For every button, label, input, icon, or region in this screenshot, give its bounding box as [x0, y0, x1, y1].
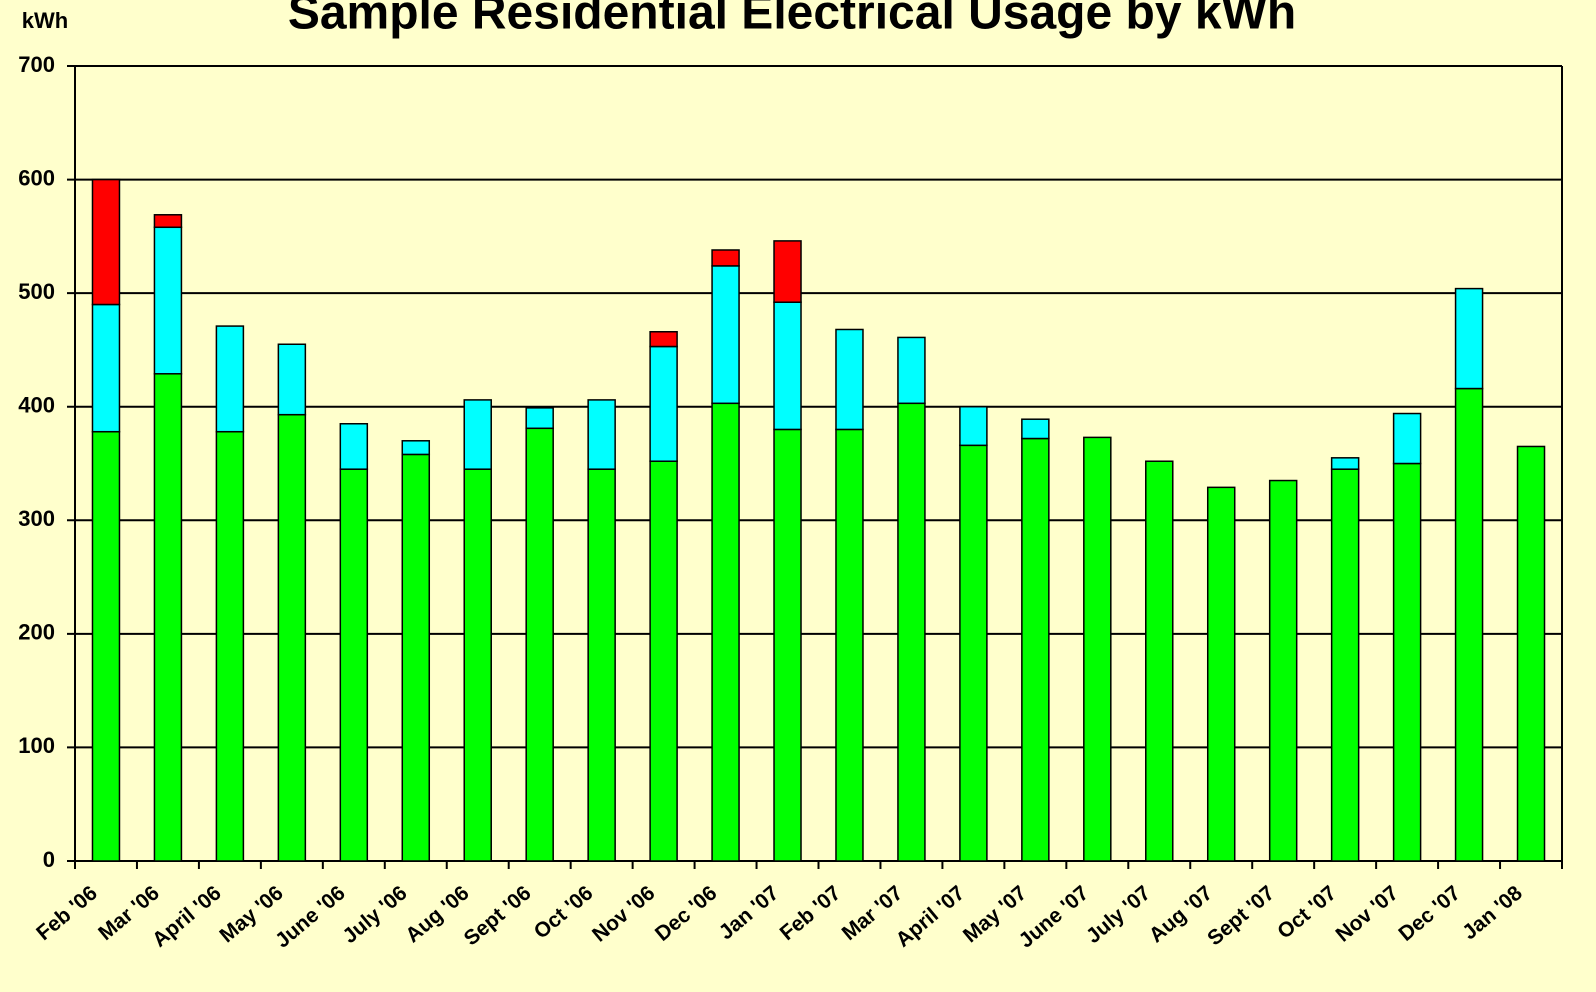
bar-segment: [1516, 445, 1546, 862]
bar-segment: [1454, 387, 1484, 862]
y-tick-label: 600: [18, 165, 55, 190]
y-axis-label: kWh: [22, 8, 68, 33]
bar-segment: [463, 399, 492, 470]
bar-segment: [153, 373, 183, 862]
bar-segment: [1268, 479, 1298, 862]
bar-segment: [91, 303, 121, 433]
bar-segment: [959, 405, 988, 447]
bar-segment: [897, 402, 926, 862]
y-tick-label: 300: [18, 506, 55, 531]
bar-segment: [91, 430, 121, 862]
bar-segment: [773, 240, 802, 303]
bar-segment: [1392, 412, 1422, 465]
y-tick-label: 500: [18, 279, 55, 304]
bar-segment: [773, 428, 802, 862]
bar-segment: [525, 407, 554, 430]
bar-segment: [339, 423, 369, 470]
bar-segment: [1206, 486, 1236, 862]
bar-segment: [91, 178, 121, 306]
bar-segment: [587, 399, 616, 470]
bar-segment: [649, 460, 678, 862]
bar-segment: [525, 427, 554, 862]
bar-segment: [1392, 462, 1422, 862]
bar-segment: [277, 343, 307, 416]
bar-segment: [401, 440, 431, 456]
bar-segment: [1145, 460, 1174, 862]
bar-segment: [835, 328, 864, 431]
bar-segment: [1021, 437, 1050, 862]
bar-segment: [1330, 457, 1360, 470]
bar-segment: [959, 444, 988, 862]
bar-segment: [215, 325, 245, 433]
bar-segment: [649, 331, 678, 348]
bar-segment: [1021, 418, 1050, 440]
bar-segment: [711, 249, 740, 267]
bar-segment: [277, 413, 307, 862]
bar-segment: [1083, 436, 1112, 862]
bar-segment: [773, 301, 802, 431]
chart-title: Sample Residential Electrical Usage by k…: [288, 0, 1296, 40]
bar-segment: [711, 265, 740, 405]
bar-segment: [835, 428, 864, 862]
bar-segment: [153, 226, 183, 375]
bar-segment: [339, 468, 369, 862]
y-tick-label: 200: [18, 620, 55, 645]
y-tick-label: 700: [18, 52, 55, 77]
y-tick-label: 400: [18, 393, 55, 418]
bar-segment: [153, 214, 183, 229]
y-tick-label: 100: [18, 733, 55, 758]
bar-segment: [401, 453, 431, 862]
bar-segment: [711, 402, 740, 862]
bar-segment: [1330, 468, 1360, 862]
bar-segment: [215, 430, 245, 862]
bar-segment: [587, 468, 616, 862]
bar-segment: [1454, 287, 1484, 390]
bar-segment: [649, 345, 678, 462]
bar-segment: [897, 336, 926, 405]
bar-segment: [463, 468, 492, 862]
y-tick-label: 0: [43, 847, 55, 872]
